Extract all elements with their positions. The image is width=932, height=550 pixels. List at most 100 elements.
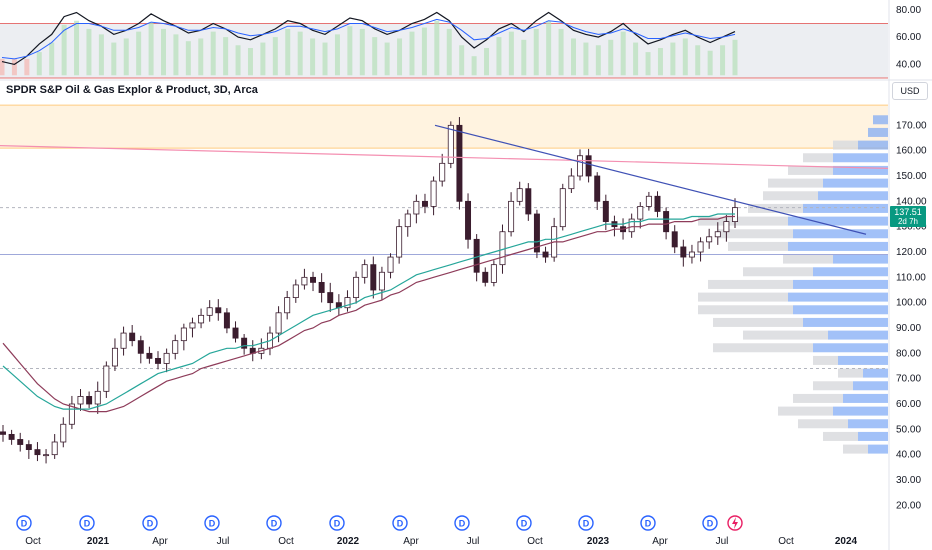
- candle-body: [353, 276, 360, 299]
- dividend-icon: [702, 515, 718, 531]
- candle-body: [671, 231, 678, 248]
- dividend-icon-label: D: [583, 519, 590, 529]
- time-axis-tick-label: Apr: [152, 536, 168, 547]
- rsi-hist-bar: [521, 39, 527, 76]
- volume-profile-blue-bar: [788, 241, 888, 251]
- dividend-icon-label: D: [84, 519, 91, 529]
- candle-body: [146, 352, 153, 359]
- time-axis-tick-label: Apr: [652, 536, 668, 547]
- price-axis-tick-label: 170.00: [896, 120, 927, 131]
- dividend-icon: [329, 515, 345, 531]
- candle-body: [602, 200, 609, 222]
- volume-profile-blue-bar: [848, 419, 888, 429]
- price-axis-tick-label: 90.00: [896, 323, 921, 334]
- price-axis-tick-label: 30.00: [896, 475, 921, 486]
- volume-profile-blue-bar: [788, 292, 888, 302]
- volume-profile-blue-bar: [853, 381, 888, 391]
- rsi-hist-bar: [285, 28, 291, 76]
- candle-body: [697, 241, 704, 253]
- rsi-hist-bar: [533, 28, 539, 76]
- candle-body: [232, 327, 239, 339]
- moving-average-maroon: [2, 215, 735, 413]
- candle-body: [189, 322, 196, 329]
- currency-button[interactable]: USD: [892, 82, 928, 100]
- candle-body: [628, 218, 635, 233]
- rsi-hist-bar: [670, 42, 676, 76]
- candle-body: [361, 264, 368, 278]
- candle-body: [706, 236, 713, 243]
- volume-profile-gray-bar: [728, 241, 788, 251]
- candle-body: [94, 390, 101, 405]
- volume-profile-gray-bar: [813, 381, 853, 391]
- price-axis-tick-label: 80.00: [896, 348, 921, 359]
- price-axis-tick-label: 110.00: [896, 272, 926, 283]
- volume-profile-blue-bar: [858, 140, 888, 150]
- candle-body: [292, 284, 299, 298]
- volume-profile-blue-bar: [828, 330, 888, 340]
- candle-body: [86, 395, 93, 405]
- candle-body: [378, 271, 385, 291]
- rsi-hist-bar: [595, 45, 601, 76]
- rsi-hist-bar: [111, 42, 117, 76]
- time-axis-tick-label: Oct: [25, 536, 41, 547]
- volume-profile-gray-bar: [743, 267, 813, 277]
- volume-profile-gray-bar: [823, 431, 858, 441]
- time-axis-tick-label: 2021: [87, 536, 110, 547]
- rsi-hist-bar: [645, 52, 651, 76]
- candle-body: [310, 276, 317, 283]
- rsi-hist-bar: [657, 48, 663, 76]
- candle-body: [155, 357, 161, 364]
- rsi-hist-bar: [459, 45, 465, 76]
- candle-body: [732, 207, 738, 222]
- candle-body: [594, 175, 601, 202]
- candle-body: [542, 251, 549, 258]
- candle-body: [103, 365, 110, 392]
- time-axis-tick-label: Oct: [778, 536, 794, 547]
- candle-body: [525, 188, 532, 215]
- candle-body: [645, 195, 652, 207]
- time-axis-tick-label: Jul: [467, 536, 480, 547]
- candle-body: [198, 314, 205, 324]
- candle-body: [111, 347, 118, 367]
- rsi-hist-bar: [384, 42, 390, 76]
- volume-profile-blue-bar: [833, 153, 888, 163]
- candle-body: [51, 441, 58, 456]
- rsi-hist-bar: [682, 38, 688, 76]
- rsi-hist-bar: [61, 24, 67, 76]
- candle-body: [318, 281, 325, 293]
- price-axis-tick-label: 40.00: [896, 450, 921, 461]
- volume-profile-blue-bar: [873, 115, 888, 125]
- volume-profile-blue-bar: [833, 406, 888, 416]
- volume-profile-blue-bar: [838, 355, 888, 365]
- volume-profile-gray-bar: [713, 317, 803, 327]
- candle-body: [447, 124, 454, 164]
- volume-profile-blue-bar: [833, 254, 888, 264]
- rsi-hist-bar: [49, 42, 55, 76]
- rsi-hist-bar: [707, 50, 713, 76]
- dividend-icon: [79, 515, 95, 531]
- candle-body: [60, 423, 67, 443]
- rsi-hist-bar: [359, 28, 365, 76]
- volume-profile-blue-bar: [813, 343, 888, 353]
- price-tag-countdown: 2d 7h: [898, 217, 918, 226]
- rsi-hist-bar: [0, 58, 5, 76]
- rsi-hist-bar: [148, 22, 154, 76]
- rsi-hist-bar: [260, 42, 266, 76]
- rsi-band: [0, 23, 888, 79]
- candle-body: [34, 449, 41, 456]
- rsi-hist-bar: [397, 38, 403, 76]
- volume-profile-gray-bar: [778, 406, 833, 416]
- dividend-icon: [266, 515, 282, 531]
- dividend-icon: [204, 515, 220, 531]
- volume-profile-gray-bar: [768, 178, 823, 188]
- volume-profile-blue-bar: [863, 368, 888, 378]
- rsi-hist-bar: [496, 37, 502, 76]
- volume-profile-blue-bar: [843, 393, 888, 403]
- rsi-hist-bar: [210, 31, 216, 76]
- candle-body: [714, 231, 721, 238]
- time-axis-tick-label: Jul: [217, 536, 230, 547]
- price-axis-tick-label: 150.00: [896, 171, 927, 182]
- candle-body: [490, 264, 497, 283]
- candle-body: [284, 297, 291, 314]
